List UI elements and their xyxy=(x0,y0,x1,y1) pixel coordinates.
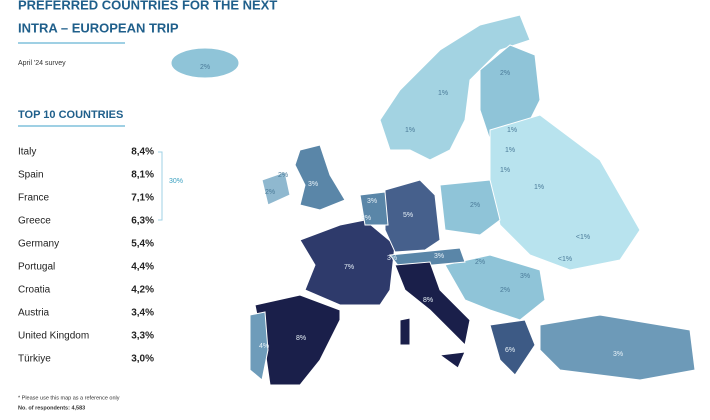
country-share: 4,4% xyxy=(131,262,154,273)
map-label: <1% xyxy=(558,256,572,263)
country-name: Italy xyxy=(18,147,36,158)
bracket xyxy=(158,151,163,221)
country-share: 6,3% xyxy=(131,216,154,227)
map-label: 1% xyxy=(438,90,448,97)
map-labels: 2% 2% 1% 1% 3% 2% 2% 3% 3% 5% 7% 8% 4% 8% 3% 3% 2% 1% 1% 1%… xyxy=(200,64,623,358)
france xyxy=(299,219,396,306)
alps xyxy=(389,247,466,269)
sardinia xyxy=(399,317,411,346)
bracket-label: 30% xyxy=(169,178,183,185)
country-name: Spain xyxy=(18,170,44,181)
map-label: 1% xyxy=(505,147,515,154)
portugal xyxy=(249,311,269,381)
country-name: Croatia xyxy=(18,285,51,296)
map-label: 2% xyxy=(470,202,480,209)
map-label: 1% xyxy=(507,127,517,134)
map-label: 2% xyxy=(278,172,288,179)
country-name: Austria xyxy=(18,308,50,319)
subtitle: April '24 survey xyxy=(18,60,66,67)
country-name: United Kingdom xyxy=(18,331,89,342)
country-share: 3,0% xyxy=(131,354,154,365)
map-label: 1% xyxy=(405,127,415,134)
country-share: 3,4% xyxy=(131,308,154,319)
map-label: 1% xyxy=(534,184,544,191)
map-label: 3% xyxy=(361,215,371,222)
country-share: 7,1% xyxy=(131,193,154,204)
country-name: Türkiye xyxy=(18,354,51,365)
map-label: 6% xyxy=(505,347,515,354)
map-label: 1% xyxy=(500,167,510,174)
benelux xyxy=(359,191,389,226)
ireland xyxy=(261,171,291,206)
map-label: 2% xyxy=(265,189,275,196)
footnote: * Please use this map as a reference onl… xyxy=(18,395,120,401)
map-label: 3% xyxy=(308,181,318,188)
list-heading: TOP 10 COUNTRIES xyxy=(18,109,123,121)
country-share: 4,2% xyxy=(131,285,154,296)
italy xyxy=(394,261,471,347)
map-label: 8% xyxy=(423,297,433,304)
greece xyxy=(489,319,536,376)
map-label: <1% xyxy=(576,234,590,241)
germany xyxy=(384,179,441,253)
map-label: 4% xyxy=(259,343,269,350)
respondents: No. of respondents: 4,583 xyxy=(18,405,85,411)
map-label: 7% xyxy=(344,264,354,271)
map-label: 8% xyxy=(296,335,306,342)
map-label: 2% xyxy=(500,70,510,77)
eastern-europe xyxy=(489,114,641,271)
country-share: 8,4% xyxy=(131,147,154,158)
poland xyxy=(439,179,501,236)
country-name: Germany xyxy=(18,239,59,250)
country-name: Greece xyxy=(18,216,51,227)
map-label: 3% xyxy=(434,253,444,260)
map-label: 2% xyxy=(200,64,210,71)
sicily xyxy=(438,351,466,369)
country-share: 8,1% xyxy=(131,170,154,181)
country-share: 5,4% xyxy=(131,239,154,250)
title-line: INTRA – EUROPEAN TRIP xyxy=(18,20,179,35)
uk xyxy=(294,144,346,211)
map-label: 3% xyxy=(520,273,530,280)
map-label: 3% xyxy=(387,255,397,262)
scandinavia xyxy=(379,14,531,161)
balkans xyxy=(444,254,546,321)
country-list: Italy 8,4% Spain 8,1% France 7,1% Greece 6,3% Ge… xyxy=(18,147,154,365)
iceland xyxy=(170,47,240,79)
map-label: 2% xyxy=(475,259,485,266)
country-name: France xyxy=(18,193,50,204)
country-name: Portugal xyxy=(18,262,55,273)
map-label: 5% xyxy=(403,212,413,219)
country-share: 3,3% xyxy=(131,331,154,342)
turkey xyxy=(539,314,696,381)
map-label: 3% xyxy=(613,351,623,358)
title-line: PREFERRED COUNTRIES FOR THE NEXT xyxy=(18,0,277,12)
map xyxy=(170,14,696,386)
map-label: 3% xyxy=(367,198,377,205)
map-label: 2% xyxy=(500,287,510,294)
